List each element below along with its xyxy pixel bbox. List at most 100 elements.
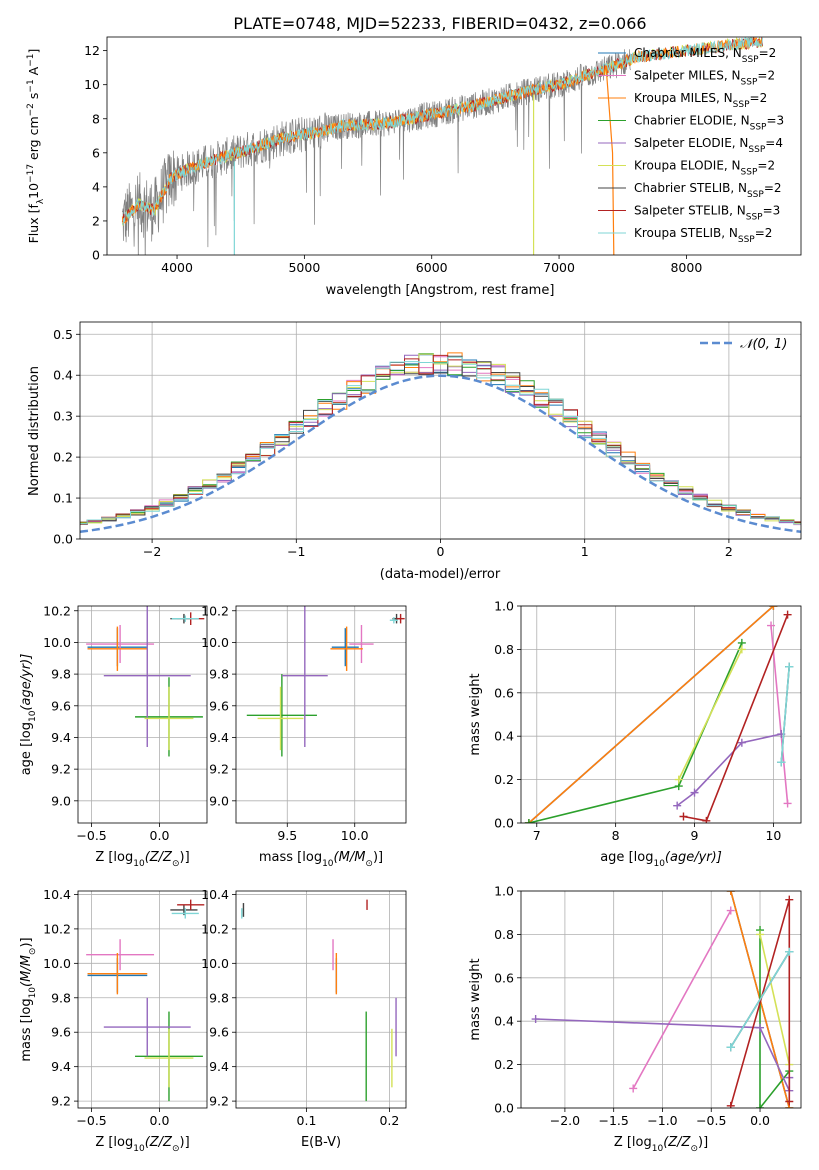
weight-vs-Z-marker-salpeter_stelib-0 bbox=[726, 1101, 735, 1108]
spectrum-panel: 4000 5000 6000 7000 8000 0 2 4 6 8 10 12 wavelength … bbox=[26, 36, 802, 298]
mass-vs-Z-ytick-label-2: 9.6 bbox=[51, 1025, 71, 1040]
mass-vs-Z-xlabel: Z [log10(Z/Z⊙)] bbox=[95, 1135, 189, 1154]
residuals-ytick-label-5: 0.5 bbox=[53, 327, 73, 342]
weight-vs-age-marker-salpeter_miles-0 bbox=[767, 621, 776, 630]
spectrum-ytick-label-5: 10 bbox=[84, 77, 100, 92]
figure-title: PLATE=0748, MJD=52233, FIBERID=0432, z=0… bbox=[233, 14, 646, 33]
clip-mass-vs-Z-group bbox=[86, 899, 205, 1102]
spectrum-ytick-label-1: 2 bbox=[92, 213, 100, 228]
mass-vs-EBV-xlabel: E(B-V) bbox=[301, 1135, 341, 1150]
residuals-ytick-label-3: 0.3 bbox=[53, 409, 73, 424]
spectrum-model-line-kroupa_miles bbox=[121, 37, 763, 224]
residual-histogram-panel: −2 −1 0 1 2 0.0 0.1 0.2 0.3 0.4 0.5 𝒩(0, 1) (data-mo… bbox=[27, 321, 802, 582]
mass-vs-metallicity-panel: −0.5 0.0 9.2 9.4 9.6 9.8 10.0 10.2 10.4 Z [log10(… bbox=[19, 887, 208, 1154]
mass-vs-EBV-xtick-label-0: 0.1 bbox=[297, 1113, 317, 1128]
residuals-legend-label: 𝒩(0, 1) bbox=[740, 337, 787, 352]
age-vs-mass-xtick-label-0: 9.5 bbox=[277, 828, 297, 843]
residuals-ytick-label-2: 0.2 bbox=[53, 450, 73, 465]
weight-vs-age-line-salpeter_stelib bbox=[683, 614, 789, 822]
residuals-hist-kroupa_stelib bbox=[80, 356, 801, 525]
mass-vs-EBV-xtick-label-1: 0.2 bbox=[379, 1113, 399, 1128]
mass-vs-Z-xtick-label-0: −0.5 bbox=[76, 1113, 106, 1128]
spectrum-ytick-label-0: 0 bbox=[92, 248, 100, 263]
age-vs-Z-ytick-label-5: 10.0 bbox=[43, 635, 71, 650]
spectrum-frame bbox=[106, 36, 802, 256]
weight-vs-age-marker-salpeter_miles-1 bbox=[783, 799, 792, 808]
weight-vs-age-xtick-label-0: 7 bbox=[533, 828, 541, 843]
residuals-hist-salpeter_elodie bbox=[80, 354, 801, 525]
spectrum-ytick-label-2: 4 bbox=[92, 179, 100, 194]
weight-vs-age-marker-salpeter_elodie-2 bbox=[737, 738, 746, 747]
spectrum-legend-label-4: Salpeter ELODIE, NSSP=4 bbox=[634, 136, 783, 155]
spectrum-xtick-label-4: 8000 bbox=[670, 260, 702, 275]
weight-vs-age-frame bbox=[520, 605, 802, 824]
weight-vs-age-line-chabrier_elodie bbox=[528, 642, 743, 823]
mass-vs-Z-ytick-label-0: 9.2 bbox=[51, 1094, 71, 1109]
spectrum-ytick-label-3: 6 bbox=[92, 145, 100, 160]
spectrum-xtick-label-3: 7000 bbox=[543, 260, 575, 275]
spectrum-legend-label-5: Kroupa ELODIE, NSSP=2 bbox=[634, 159, 775, 178]
residuals-ytick-label-4: 0.4 bbox=[53, 368, 73, 383]
age-vs-Z-xtick-label-0: −0.5 bbox=[76, 828, 106, 843]
age-vs-Z-ytick-label-1: 9.2 bbox=[51, 762, 71, 777]
weight-vs-Z-xtick-label-0: −2.0 bbox=[550, 1113, 580, 1128]
clip-residuals-group bbox=[80, 352, 801, 534]
age-vs-mass-panel: 9.5 10.0 9.0 9.2 9.4 9.6 9.8 10.0 10.2 mass [log1… bbox=[201, 603, 407, 869]
weight-vs-age-ytick-label-5: 1.0 bbox=[494, 599, 514, 614]
spectrum-drop-7400 bbox=[605, 67, 615, 255]
weight-vs-Z-xtick-label-1: −1.5 bbox=[599, 1113, 629, 1128]
residuals-xtick-label-4: 2 bbox=[725, 544, 733, 559]
clip-age-vs-Z-group bbox=[86, 606, 205, 757]
mass-vs-EBV-ytick-label-3: 9.8 bbox=[209, 990, 229, 1005]
clip-age-vs-mass-group bbox=[246, 606, 405, 757]
weight-vs-age-line-salpeter_elodie bbox=[676, 733, 782, 807]
age-vs-Z-ytick-label-6: 10.2 bbox=[43, 603, 71, 618]
age-vs-Z-frame bbox=[77, 605, 208, 824]
residuals-normal-curve bbox=[80, 374, 801, 534]
age-vs-mass-ytick-label-6: 10.2 bbox=[201, 603, 229, 618]
spectrum-xlabel: wavelength [Angstrom, rest frame] bbox=[326, 283, 555, 298]
spectrum-legend-label-8: Kroupa STELIB, NSSP=2 bbox=[634, 226, 772, 245]
residuals-xtick-label-2: 0 bbox=[437, 544, 445, 559]
weight-vs-age-marker-salpeter_elodie-1 bbox=[690, 788, 699, 797]
weight-vs-Z-ytick-label-0: 0.0 bbox=[494, 1101, 514, 1116]
mass-vs-extinction-panel: 0.1 0.2 9.2 9.4 9.6 9.8 10.0 10.2 10.4 E(B-V) bbox=[201, 887, 407, 1150]
weight-vs-age-marker-salpeter_elodie-0 bbox=[673, 801, 682, 810]
weight-vs-Z-marker-salpeter_stelib-1 bbox=[785, 895, 794, 904]
age-vs-Z-ylabel: age [log10(age/yr)] bbox=[19, 654, 38, 776]
mass-vs-Z-ylabel: mass [log10(M/M⊙)] bbox=[19, 937, 38, 1061]
age-vs-metallicity-panel: −0.5 0.0 9.0 9.2 9.4 9.6 9.8 10.0 10.2 Z [log10(Z… bbox=[19, 603, 208, 869]
spectrum-ytick-label-4: 8 bbox=[92, 111, 100, 126]
age-vs-mass-ytick-label-3: 9.6 bbox=[209, 698, 229, 713]
weight-vs-Z-ytick-label-5: 1.0 bbox=[494, 884, 514, 899]
residuals-frame bbox=[79, 321, 802, 540]
residuals-ytick-label-0: 0.0 bbox=[53, 532, 73, 547]
weight-vs-Z-line-salpeter_miles bbox=[632, 910, 732, 1089]
age-vs-Z-xlabel: Z [log10(Z/Z⊙)] bbox=[95, 850, 189, 869]
clip-mass-vs-EBV-group bbox=[241, 899, 397, 1102]
weight-vs-age-marker-salpeter_stelib-2 bbox=[783, 610, 792, 619]
mass-vs-EBV-ytick-label-1: 9.4 bbox=[209, 1059, 229, 1074]
mass-weight-vs-age-panel: 7 8 9 10 0.0 0.2 0.4 0.6 0.8 1.0 age [log10(age/yr… bbox=[468, 599, 802, 869]
age-vs-Z-ytick-label-4: 9.8 bbox=[51, 667, 71, 682]
residuals-xtick-label-1: −1 bbox=[287, 544, 305, 559]
weight-vs-age-line-salpeter_miles bbox=[770, 625, 789, 804]
weight-vs-age-xtick-label-3: 10 bbox=[765, 828, 781, 843]
weight-vs-age-marker-kroupa_elodie-0 bbox=[674, 775, 683, 784]
mass-vs-EBV-ytick-label-6: 10.4 bbox=[201, 887, 229, 902]
weight-vs-age-ytick-label-0: 0.0 bbox=[494, 816, 514, 831]
weight-vs-Z-ytick-label-1: 0.2 bbox=[494, 1057, 514, 1072]
residuals-xtick-label-0: −2 bbox=[143, 544, 161, 559]
weight-vs-Z-marker-salpeter_elodie-0 bbox=[531, 1015, 540, 1024]
spectrum-ytick-label-6: 12 bbox=[84, 43, 100, 58]
mass-vs-Z-ytick-label-5: 10.2 bbox=[43, 921, 71, 936]
spectrum-xtick-label-0: 4000 bbox=[161, 260, 193, 275]
weight-vs-Z-marker-salpeter_elodie-1 bbox=[756, 1023, 765, 1032]
weight-vs-age-xtick-label-1: 8 bbox=[612, 828, 620, 843]
weight-vs-age-marker-kroupa_miles-1 bbox=[769, 606, 778, 610]
weight-vs-age-marker-kroupa_elodie-1 bbox=[737, 645, 746, 654]
weight-vs-age-xlabel: age [log10(age/yr)] bbox=[600, 850, 722, 869]
weight-vs-Z-marker-kroupa_stelib-0 bbox=[726, 1043, 735, 1052]
mass-vs-Z-ytick-label-3: 9.8 bbox=[51, 990, 71, 1005]
